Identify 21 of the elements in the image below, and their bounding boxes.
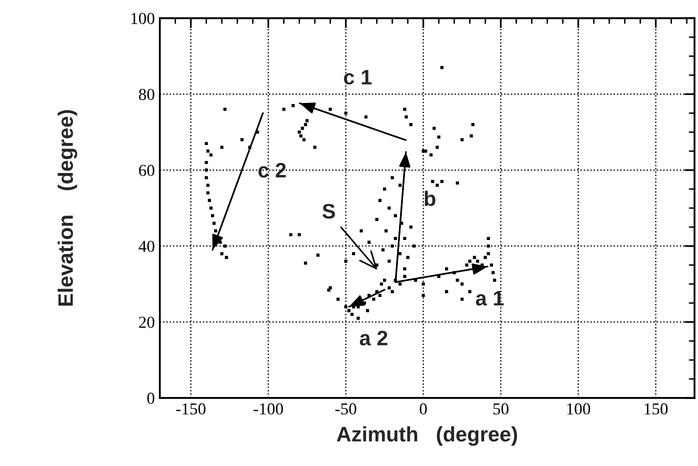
- y-tick-label: 100: [131, 12, 154, 24]
- annotation: c 1: [344, 70, 372, 85]
- y-tick-label: 60: [139, 164, 154, 176]
- annotation: a 1: [476, 291, 504, 306]
- y-tick-label: 0: [147, 392, 154, 404]
- annotation: c 2: [258, 162, 286, 178]
- x-tick-label: 150: [644, 403, 668, 415]
- y-tick-label: 40: [138, 240, 154, 252]
- x-tick-label: 0: [420, 403, 427, 415]
- y-tick-label: 20: [139, 316, 154, 328]
- x-axis-title: Azimuth (degree): [336, 426, 518, 446]
- annotation: b: [424, 190, 436, 206]
- x-tick-label: 50: [493, 403, 508, 415]
- y-axis-title: Elevation (degree): [58, 110, 78, 306]
- x-tick-label: -50: [335, 403, 356, 415]
- x-tick-label: -100: [254, 403, 283, 415]
- annotation: a 2: [360, 330, 388, 346]
- x-tick-label: -150: [176, 403, 206, 415]
- annotation: S: [322, 204, 335, 219]
- x-tick-label: 100: [567, 403, 590, 415]
- y-tick-label: 80: [138, 88, 154, 100]
